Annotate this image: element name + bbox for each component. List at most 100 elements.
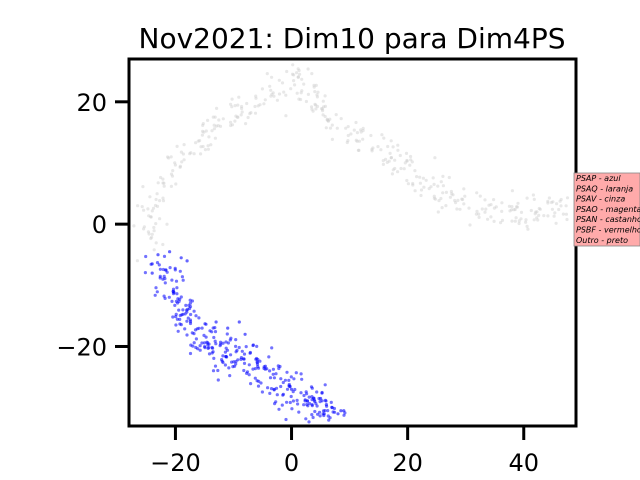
data-point xyxy=(310,107,314,111)
data-point xyxy=(248,112,252,116)
data-point xyxy=(230,360,234,364)
data-point xyxy=(202,341,206,345)
data-point xyxy=(231,365,235,369)
data-point xyxy=(206,144,210,148)
data-point xyxy=(342,413,346,417)
data-point xyxy=(492,219,496,223)
data-point xyxy=(174,315,178,319)
data-point xyxy=(391,168,395,172)
data-point xyxy=(535,216,539,220)
data-point xyxy=(321,113,325,117)
data-point xyxy=(188,301,192,305)
data-point xyxy=(288,400,292,405)
data-point xyxy=(207,342,211,346)
data-point xyxy=(440,206,444,210)
data-point xyxy=(492,206,496,210)
data-point xyxy=(189,151,193,155)
data-point xyxy=(359,130,363,134)
data-point xyxy=(173,161,177,165)
data-point xyxy=(147,232,151,236)
data-point xyxy=(275,98,279,102)
data-point xyxy=(256,104,260,108)
data-point xyxy=(234,338,238,342)
data-point xyxy=(427,187,431,191)
data-point xyxy=(346,133,350,138)
data-point xyxy=(198,139,202,143)
data-point xyxy=(161,199,166,203)
data-point xyxy=(240,106,244,111)
data-point xyxy=(500,209,504,213)
data-point xyxy=(565,217,569,222)
data-point xyxy=(315,390,319,394)
data-point xyxy=(201,129,205,133)
data-point xyxy=(532,218,536,222)
data-point xyxy=(229,123,233,128)
data-point xyxy=(361,137,365,141)
data-point xyxy=(310,398,314,402)
data-point xyxy=(263,367,267,371)
data-point xyxy=(346,125,350,129)
data-point xyxy=(290,407,294,411)
data-point xyxy=(454,201,458,205)
data-point xyxy=(328,117,332,121)
data-point xyxy=(323,104,327,108)
data-point xyxy=(304,99,308,104)
data-point xyxy=(376,145,380,149)
data-point xyxy=(299,391,303,395)
data-point xyxy=(258,103,262,107)
data-point xyxy=(188,351,193,356)
data-point xyxy=(149,215,153,219)
data-point xyxy=(255,356,259,361)
data-point xyxy=(475,191,479,195)
data-point xyxy=(206,118,210,122)
data-point xyxy=(245,371,249,375)
data-point xyxy=(433,197,437,201)
data-point xyxy=(153,293,157,297)
data-point xyxy=(296,402,300,406)
data-point xyxy=(547,196,552,200)
y-axis-ticks: −20 0 20 xyxy=(56,89,129,361)
data-point xyxy=(291,63,295,67)
data-point xyxy=(132,224,136,228)
data-point xyxy=(546,199,550,203)
data-point xyxy=(559,197,563,202)
data-point xyxy=(176,329,180,333)
data-point xyxy=(326,119,330,123)
y-tick-label: 0 xyxy=(92,211,107,239)
data-point xyxy=(192,341,196,345)
data-point xyxy=(294,371,298,375)
data-point xyxy=(424,178,428,182)
data-point xyxy=(393,158,397,162)
data-point xyxy=(135,259,139,263)
data-point xyxy=(316,90,320,94)
data-point xyxy=(142,225,146,229)
data-point xyxy=(161,196,165,200)
data-point xyxy=(188,298,192,302)
data-point xyxy=(335,126,339,130)
data-point xyxy=(526,227,530,231)
data-point xyxy=(313,90,317,94)
data-point xyxy=(419,188,424,192)
data-point xyxy=(299,97,303,102)
data-point xyxy=(265,72,269,76)
data-point xyxy=(404,151,409,155)
data-point xyxy=(146,207,150,211)
data-point xyxy=(474,212,478,216)
data-point xyxy=(475,209,479,213)
data-point xyxy=(233,119,237,123)
data-point xyxy=(524,218,528,222)
data-point xyxy=(292,377,296,381)
data-point xyxy=(519,210,524,214)
data-point xyxy=(559,204,563,208)
data-point xyxy=(295,71,299,75)
data-point xyxy=(311,415,315,420)
data-point xyxy=(418,181,422,185)
data-point xyxy=(538,207,542,211)
data-point xyxy=(268,369,272,373)
data-point xyxy=(444,190,448,194)
data-point xyxy=(396,148,400,152)
data-point xyxy=(209,143,213,147)
data-point xyxy=(192,309,196,313)
data-point xyxy=(273,402,277,406)
